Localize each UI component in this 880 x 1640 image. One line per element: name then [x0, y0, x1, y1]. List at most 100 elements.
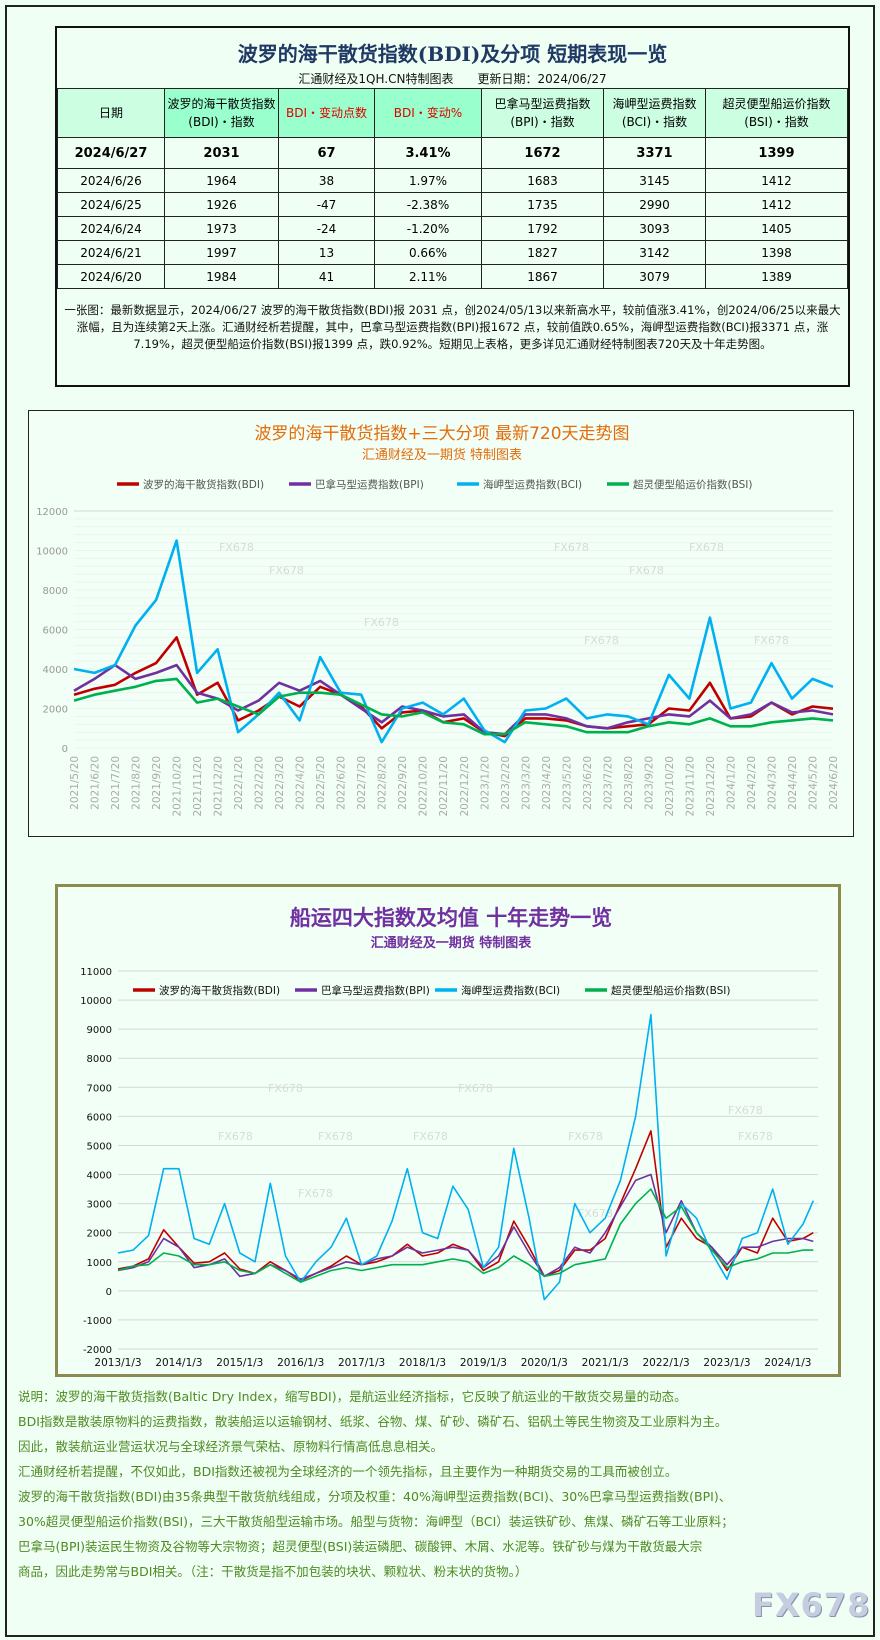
legend-label: 波罗的海干散货指数(BDI) — [143, 478, 264, 491]
x-tick-label: 2024/2/20 — [746, 756, 758, 810]
table-row: 2024/6/21 1997 13 0.66% 1827 3142 1398 — [57, 240, 848, 265]
note-line: 30%超灵便型船运价指数(BSI)，三大干散货船型运输市场。船型与货物：海岬型（… — [18, 1514, 734, 1529]
table-cell: 1399 — [705, 137, 848, 169]
x-tick-label: 2024/1/20 — [725, 756, 737, 810]
watermark-text: FX678 — [413, 1130, 448, 1143]
table-cell: 0.66% — [374, 240, 482, 265]
x-tick-label: 2022/6/20 — [336, 756, 348, 810]
legend-label: 波罗的海干散货指数(BDI) — [159, 984, 280, 997]
y-tick-label: 1000 — [87, 1258, 112, 1269]
table-cell: 1405 — [705, 216, 848, 241]
y-tick-label: 2000 — [87, 1229, 112, 1240]
table-cell: 2024/6/21 — [57, 240, 165, 265]
table-cell: -1.20% — [374, 216, 482, 241]
legend-label: 海岬型运费指数(BCI) — [461, 984, 560, 997]
column-header: 海岬型运费指数 (BCI)・指数 — [603, 88, 706, 138]
table-row: 2024/6/20 1984 41 2.11% 1867 3079 1389 — [57, 264, 848, 289]
table-cell: -47 — [278, 192, 375, 217]
y-tick-label: 10000 — [36, 547, 68, 558]
table-cell: 1412 — [705, 192, 848, 217]
watermark-text: FX678 — [298, 1187, 333, 1200]
x-tick-label: 2022/8/20 — [377, 756, 389, 810]
x-tick-label: 2017/1/3 — [338, 1357, 385, 1369]
watermark-text: FX678 — [318, 1130, 353, 1143]
legend-label: 海岬型运费指数(BCI) — [483, 478, 582, 491]
table-cell: 1827 — [481, 240, 604, 265]
legend-label: 超灵便型船运价指数(BSI) — [633, 478, 752, 491]
table-cell: 1926 — [164, 192, 279, 217]
y-tick-label: 5000 — [87, 1141, 112, 1152]
table-cell: 38 — [278, 168, 375, 193]
x-tick-label: 2022/9/20 — [397, 756, 409, 810]
x-tick-label: 2021/11/20 — [192, 756, 204, 817]
x-tick-label: 2023/9/20 — [643, 756, 655, 810]
chart-title: 波罗的海干散货指数+三大分项 最新720天走势图 — [254, 424, 629, 444]
x-tick-label: 2023/7/20 — [602, 756, 614, 810]
x-tick-label: 2024/4/20 — [787, 756, 799, 810]
x-tick-label: 2024/3/20 — [766, 756, 778, 810]
y-tick-label: 6000 — [87, 1112, 112, 1123]
table-cell: 2024/6/24 — [57, 216, 165, 241]
column-header: 超灵便型船运价指数 (BSI)・指数 — [705, 88, 848, 138]
table-cell: 1683 — [481, 168, 604, 193]
note-line: 因此，散装航运业营运状况与全球经济景气荣枯、原物料行情高低息息相关。 — [18, 1439, 444, 1454]
fx678-watermark-logo: FX678 — [752, 1586, 871, 1624]
x-tick-label: 2022/3/20 — [274, 756, 286, 810]
table-cell: 1.97% — [374, 168, 482, 193]
legend-label: 巴拿马型运费指数(BPI) — [315, 478, 424, 491]
legend-label: 巴拿马型运费指数(BPI) — [321, 984, 430, 997]
table-cell: 2031 — [164, 137, 279, 169]
table-cell: 2024/6/20 — [57, 264, 165, 289]
column-header: 波罗的海干散货指数 (BDI)・指数 — [164, 88, 279, 138]
y-tick-label: 0 — [62, 744, 68, 755]
table-cell: 1867 — [481, 264, 604, 289]
bdi-table: 日期 波罗的海干散货指数 (BDI)・指数 BDI・变动点数 BDI・变动% 巴拿马型运… — [57, 88, 848, 289]
y-tick-label: 12000 — [36, 507, 68, 518]
table-cell: 3.41% — [374, 137, 482, 169]
table-cell: -24 — [278, 216, 375, 241]
x-tick-label: 2023/3/20 — [520, 756, 532, 810]
table-cell: 41 — [278, 264, 375, 289]
x-tick-label: 2024/6/20 — [828, 756, 840, 810]
x-tick-label: 2023/2/20 — [500, 756, 512, 810]
summary-table-panel: 波罗的海干散货指数(BDI)及分项 短期表现一览 汇通财经及1QH.CN特制图表… — [55, 26, 850, 387]
series-line-bsi — [117, 1188, 814, 1283]
x-tick-label: 2021/7/20 — [110, 756, 122, 810]
x-tick-label: 2022/11/20 — [438, 756, 450, 817]
x-tick-label: 2021/9/20 — [151, 756, 163, 810]
table-row: 2024/6/25 1926 -47 -2.38% 1735 2990 1412 — [57, 192, 848, 217]
x-tick-label: 2022/10/20 — [418, 756, 430, 817]
x-tick-label: 2022/5/20 — [315, 756, 327, 810]
summary-note: 一张图：最新数据显示，2024/06/27 波罗的海干散货指数(BDI)报 20… — [64, 303, 841, 351]
x-tick-label: 2023/11/20 — [684, 756, 696, 817]
column-header: BDI・变动% — [374, 88, 482, 138]
x-tick-label: 2019/1/3 — [460, 1357, 507, 1369]
table-cell: 1792 — [481, 216, 604, 241]
x-tick-label: 2021/10/20 — [172, 756, 184, 817]
y-tick-label: 6000 — [43, 626, 68, 637]
series-line-bci — [73, 539, 834, 744]
page-frame — [5, 5, 875, 1637]
x-tick-label: 2022/2/20 — [254, 756, 266, 810]
x-tick-label: 2022/1/3 — [643, 1357, 690, 1369]
y-tick-label: -2000 — [83, 1345, 112, 1356]
y-tick-label: 10000 — [80, 996, 112, 1007]
table-cell: 2.11% — [374, 264, 482, 289]
x-tick-label: 2021/5/20 — [69, 756, 81, 810]
x-tick-label: 2023/1/20 — [479, 756, 491, 810]
table-cell: 3145 — [603, 168, 706, 193]
table-cell: 1412 — [705, 168, 848, 193]
chart-720-day: 波罗的海干散货指数+三大分项 最新720天走势图 汇通财经及一期货 特制图表 0 20… — [28, 410, 854, 837]
table-row: 2024/6/27 2031 67 3.41% 1672 3371 1399 — [57, 137, 848, 169]
note-line: 商品，因此走势常与BDI相关。（注：干散货是指不加包装的块状、颗粒状、粉末状的货… — [18, 1564, 528, 1579]
watermark-text: FX678 — [269, 564, 304, 577]
y-tick-label: 3000 — [87, 1200, 112, 1211]
watermark-text: FX678 — [458, 1082, 493, 1095]
x-tick-label: 2023/5/20 — [561, 756, 573, 810]
watermark-text: FX678 — [629, 564, 664, 577]
table-cell: 1997 — [164, 240, 279, 265]
chart-subtitle: 汇通财经及一期货 特制图表 — [371, 935, 533, 951]
table-cell: 3079 — [603, 264, 706, 289]
